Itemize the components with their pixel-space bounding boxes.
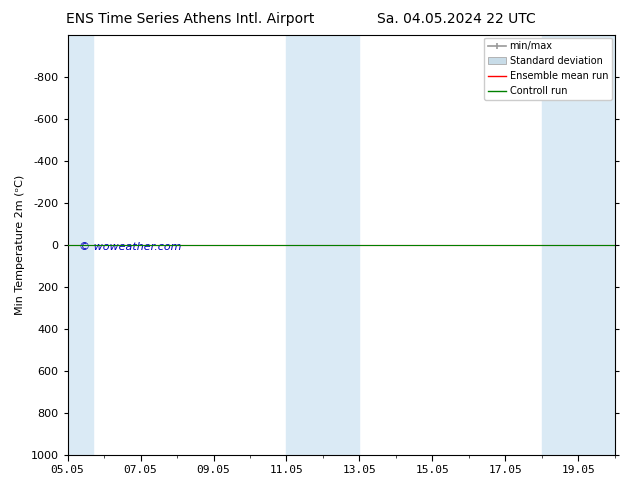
Bar [68, 35, 93, 455]
Text: Sa. 04.05.2024 22 UTC: Sa. 04.05.2024 22 UTC [377, 12, 536, 26]
Legend: min/max, Standard deviation, Ensemble mean run, Controll run: min/max, Standard deviation, Ensemble me… [484, 38, 612, 100]
Text: © woweather.com: © woweather.com [79, 243, 181, 252]
Text: ENS Time Series Athens Intl. Airport: ENS Time Series Athens Intl. Airport [66, 12, 314, 26]
Bar [287, 35, 359, 455]
Bar [542, 35, 615, 455]
Y-axis label: Min Temperature 2m (ᵒC): Min Temperature 2m (ᵒC) [15, 174, 25, 315]
